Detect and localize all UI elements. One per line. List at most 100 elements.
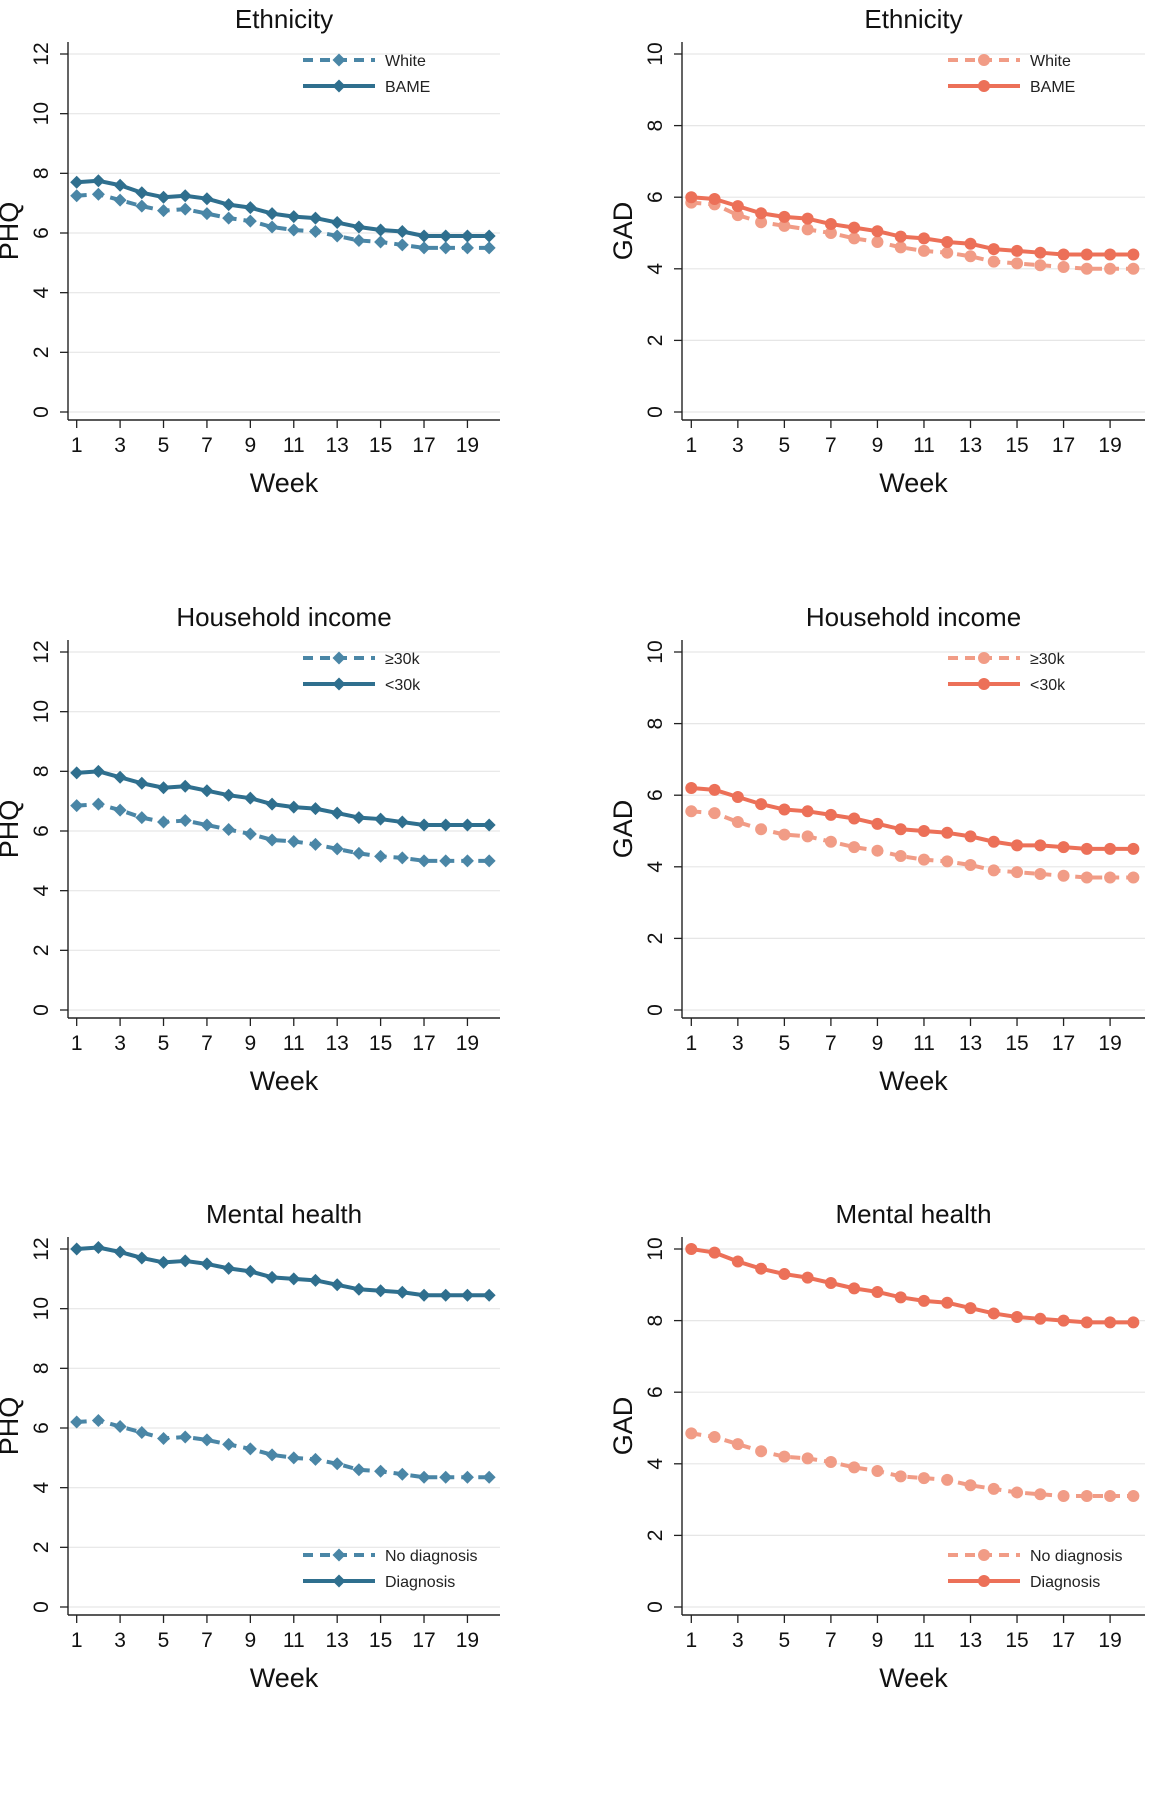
legend-marker [332, 79, 346, 93]
x-tick-label: 9 [872, 1032, 884, 1055]
y-tick-label: 6 [30, 1422, 53, 1434]
legend-item: White [948, 53, 1071, 70]
legend-marker [332, 1574, 346, 1588]
legend-item: BAME [948, 79, 1075, 96]
x-tick-label: 5 [779, 1629, 791, 1652]
data-point [330, 229, 344, 243]
data-point [308, 837, 322, 851]
data-point [964, 237, 977, 250]
data-point [482, 818, 496, 832]
x-tick-label: 19 [1098, 434, 1121, 457]
x-tick-label: 7 [201, 1629, 213, 1652]
data-point [987, 1307, 1000, 1320]
data-point [1034, 259, 1047, 272]
data-point [731, 816, 744, 829]
data-point [439, 818, 453, 832]
data-point [848, 1461, 861, 1474]
y-tick-label: 0 [644, 1601, 667, 1613]
data-point [987, 255, 1000, 268]
data-point [135, 186, 149, 200]
data-point [265, 220, 279, 234]
data-point [91, 797, 105, 811]
data-point [135, 811, 149, 825]
x-tick-label: 5 [779, 1032, 791, 1055]
data-point [708, 807, 721, 820]
x-tick-label: 1 [71, 434, 83, 457]
x-tick-label: 11 [283, 1032, 305, 1055]
x-axis-label: Week [250, 468, 319, 498]
x-tick-label: 15 [1005, 1629, 1028, 1652]
data-point [801, 212, 814, 225]
legend-item: No diagnosis [948, 1548, 1123, 1565]
data-point [824, 1456, 837, 1469]
data-point [439, 854, 453, 868]
data-point [731, 200, 744, 213]
data-point [917, 825, 930, 837]
data-point [871, 844, 884, 857]
x-tick-label: 9 [245, 434, 257, 457]
data-point [157, 781, 171, 795]
data-point [871, 225, 884, 238]
data-point [374, 1464, 388, 1478]
legend-label: No diagnosis [1030, 1548, 1123, 1565]
series-1 [70, 797, 496, 868]
legend-label: No diagnosis [385, 1548, 478, 1565]
x-tick-label: 9 [872, 1629, 884, 1652]
chart-title: Ethnicity [864, 4, 962, 34]
data-point [871, 235, 884, 248]
x-tick-label: 13 [326, 1032, 349, 1055]
chart-panel-5: 0 2 4 6 8 10 12 1 3 5 7 9 11 13 15 17 19 Mental health Wee… [0, 1195, 560, 1785]
data-point [941, 826, 954, 839]
data-point [778, 210, 791, 223]
y-tick-label: 10 [30, 700, 53, 723]
data-point [1011, 257, 1024, 270]
legend-marker [332, 677, 346, 691]
data-point [482, 1470, 496, 1484]
data-point [894, 850, 907, 863]
x-tick-label: 17 [1052, 434, 1075, 457]
y-tick-label: 12 [30, 1237, 53, 1260]
data-point [287, 1272, 301, 1286]
y-axis-label: GAD [608, 800, 638, 859]
y-axis-label: GAD [608, 202, 638, 261]
data-point [685, 1427, 698, 1440]
legend-item: Diagnosis [303, 1574, 455, 1591]
data-point [1080, 248, 1093, 261]
data-point [395, 225, 409, 239]
data-point [1057, 869, 1070, 882]
legend-label: Diagnosis [1030, 1574, 1100, 1591]
y-tick-label: 0 [644, 406, 667, 418]
data-point [1127, 262, 1140, 275]
data-point [755, 798, 768, 811]
data-point [308, 225, 322, 239]
y-tick-label: 0 [30, 1004, 53, 1016]
data-point [439, 1470, 453, 1484]
data-point [917, 1294, 930, 1307]
data-point [243, 791, 257, 805]
data-point [1080, 1316, 1093, 1329]
legend-marker [978, 1575, 990, 1587]
x-tick-label: 19 [456, 434, 479, 457]
x-axis-label: Week [250, 1663, 319, 1693]
data-point [848, 221, 861, 234]
data-point [178, 189, 192, 203]
legend-marker [978, 652, 990, 664]
x-tick-label: 19 [1098, 1032, 1121, 1055]
x-tick-label: 13 [326, 1629, 349, 1652]
data-point [460, 854, 474, 868]
data-point [964, 250, 977, 263]
series-2 [685, 191, 1140, 261]
data-point [287, 834, 301, 848]
data-point [70, 1242, 84, 1256]
data-point [1127, 1316, 1140, 1329]
data-point [308, 802, 322, 816]
legend-item: <30k [303, 677, 421, 694]
x-tick-label: 5 [779, 434, 791, 457]
data-point [801, 1271, 814, 1284]
data-point [894, 1291, 907, 1304]
data-point [778, 828, 791, 841]
y-tick-label: 6 [30, 825, 53, 837]
x-tick-label: 7 [825, 434, 837, 457]
